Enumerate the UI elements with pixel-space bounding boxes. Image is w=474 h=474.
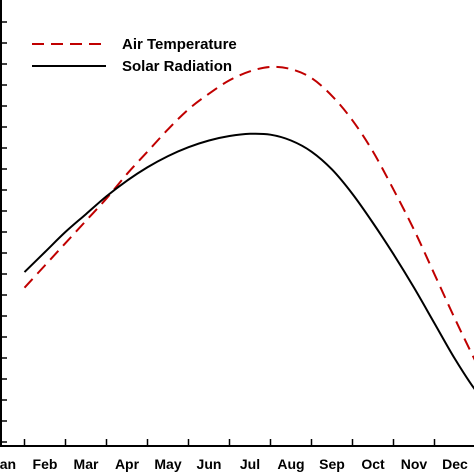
series-line-air-temperature [23, 65, 474, 361]
legend: Air Temperature Solar Radiation [32, 36, 237, 75]
x-tick-label-oct: Oct [361, 456, 385, 472]
x-tick-label-mar: Mar [74, 456, 99, 472]
x-tick-label-jun: Jun [197, 456, 222, 472]
legend-label-air-temperature: Air Temperature [122, 36, 237, 53]
x-tick-label-feb: Feb [33, 456, 58, 472]
series-line-solar-radiation [23, 132, 474, 390]
x-tick-label-nov: Nov [401, 456, 428, 472]
x-tick-label-apr: Apr [115, 456, 140, 472]
x-tick-label-dec: Dec [442, 456, 468, 472]
series-layer [23, 65, 474, 390]
x-tick-label-aug: Aug [277, 456, 304, 472]
x-tick-label-jul: Jul [240, 456, 260, 472]
x-tick-label-may: May [154, 456, 181, 472]
x-tick-label-sep: Sep [319, 456, 345, 472]
x-tick-label-jan: Jan [0, 456, 16, 472]
legend-label-solar-radiation: Solar Radiation [122, 58, 232, 75]
